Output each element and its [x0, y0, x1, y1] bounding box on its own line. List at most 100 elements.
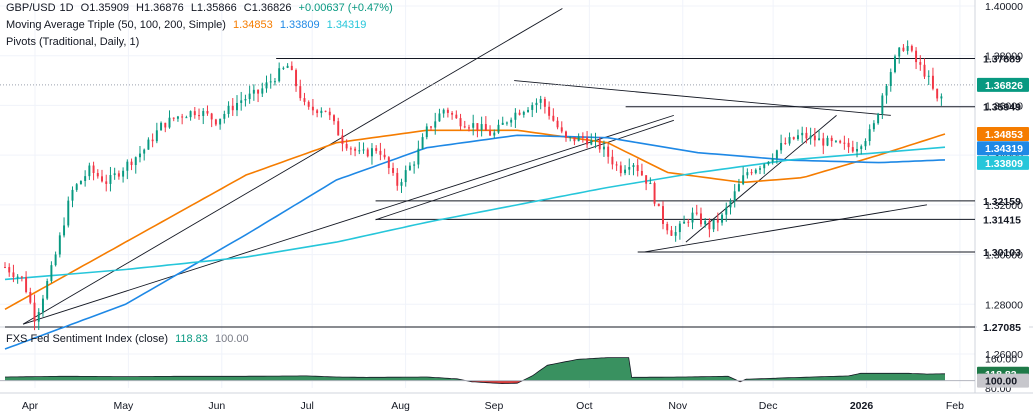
- candle-body: [489, 130, 492, 136]
- candle-body: [877, 113, 880, 124]
- indicator-tag-bg: [977, 373, 1029, 388]
- price-tick-label: 1.26000: [985, 349, 1023, 361]
- candle-body: [868, 129, 871, 142]
- candle-body: [290, 65, 293, 71]
- candle-body: [417, 148, 420, 165]
- candle-body: [704, 220, 707, 225]
- candle-body: [88, 165, 91, 177]
- candle-body: [729, 201, 732, 208]
- candle-body: [421, 137, 424, 149]
- candle-body: [400, 182, 403, 186]
- candle-body: [598, 139, 601, 150]
- candle-body: [4, 266, 6, 268]
- time-tick-label: Jul: [300, 400, 313, 412]
- price-tick-label: 1.40000: [985, 1, 1023, 13]
- candle-body: [362, 149, 365, 151]
- candle-body: [16, 276, 19, 278]
- candle-body: [92, 165, 95, 173]
- price-tag-label: 1.34853: [985, 129, 1023, 141]
- trendline: [22, 8, 563, 325]
- candle-body: [910, 45, 913, 51]
- candle-body: [303, 98, 306, 102]
- candle-body: [299, 86, 302, 99]
- candle-body: [41, 298, 44, 313]
- candle-body: [784, 142, 787, 144]
- candle-body: [134, 157, 137, 166]
- candle-body: [678, 223, 681, 233]
- candle-body: [527, 109, 530, 112]
- candle-body: [248, 93, 251, 100]
- pivots-legend-label: Pivots (Traditional, Daily, 1): [6, 36, 140, 48]
- indicator-legend[interactable]: FXS Fed Sentiment Index (close) 118.83 1…: [6, 333, 253, 345]
- time-tick-label: Sep: [485, 400, 504, 412]
- price-tick-label: 1.38000: [985, 51, 1023, 63]
- candle-body: [392, 167, 395, 173]
- ma50-value: 1.34853: [232, 19, 273, 31]
- candle-body: [273, 81, 276, 83]
- level-label: 1.35949: [983, 102, 1021, 114]
- candle-body: [737, 184, 740, 192]
- price-tag-label: 1.34319: [985, 143, 1023, 155]
- candle-body: [649, 183, 652, 185]
- price-tag-bg: [977, 77, 1029, 92]
- candle-body: [58, 235, 61, 255]
- close-value: C1.36826: [243, 2, 292, 14]
- candle-body: [864, 141, 867, 147]
- candle-body: [109, 175, 112, 184]
- candle-body: [607, 146, 610, 157]
- candlesticks[interactable]: [4, 40, 943, 331]
- candle-body: [543, 98, 546, 107]
- candle-body: [472, 123, 475, 128]
- level-tag-bg: [977, 193, 1029, 208]
- candle-body: [902, 47, 905, 51]
- symbol-name[interactable]: GBP/USD: [6, 2, 56, 14]
- candle-body: [12, 272, 15, 277]
- candle-body: [63, 225, 66, 236]
- time-tick-label: Oct: [576, 400, 592, 412]
- candle-body: [510, 119, 513, 123]
- ma-legend[interactable]: Moving Average Triple (50, 100, 200, Sim…: [6, 19, 370, 31]
- candle-body: [662, 206, 664, 224]
- index-line: [5, 357, 945, 385]
- candle-body: [919, 62, 922, 65]
- candle-body: [122, 170, 125, 177]
- candle-body: [602, 146, 605, 150]
- candle-body: [164, 122, 167, 128]
- candle-body: [286, 65, 289, 68]
- candle-body: [826, 137, 829, 146]
- index-area-negative: [5, 380, 945, 384]
- pivots-legend[interactable]: Pivots (Traditional, Daily, 1): [6, 36, 143, 48]
- candle-body: [425, 126, 428, 138]
- candle-body: [670, 230, 673, 236]
- candle-body: [552, 115, 555, 121]
- price-tag-bg: [977, 155, 1029, 170]
- time-tick-label: Jun: [208, 400, 225, 412]
- candle-body: [611, 156, 614, 165]
- indicator-label: FXS Fed Sentiment Index (close): [6, 333, 169, 345]
- candle-body: [408, 165, 411, 171]
- candle-body: [518, 112, 521, 115]
- candle-body: [716, 219, 719, 223]
- candle-body: [771, 158, 774, 162]
- candle-body: [269, 81, 272, 83]
- candle-body: [796, 135, 799, 140]
- candle-body: [345, 143, 348, 149]
- candle-body: [101, 176, 103, 182]
- price-tick-label: 1.28000: [985, 299, 1023, 311]
- time-tick-label: Aug: [391, 400, 410, 412]
- candle-body: [792, 137, 795, 140]
- time-tick-label: 2026: [850, 400, 874, 412]
- candle-body: [556, 120, 559, 128]
- candle-body: [311, 106, 314, 111]
- level-label: 1.30103: [983, 247, 1021, 259]
- candle-body: [126, 161, 129, 171]
- candle-body: [337, 121, 340, 136]
- candle-body: [754, 169, 757, 174]
- candle-body: [113, 173, 116, 176]
- candle-body: [531, 105, 534, 110]
- candle-body: [379, 150, 382, 155]
- candle-body: [898, 47, 901, 57]
- candle-body: [590, 140, 593, 145]
- candle-body: [856, 149, 859, 152]
